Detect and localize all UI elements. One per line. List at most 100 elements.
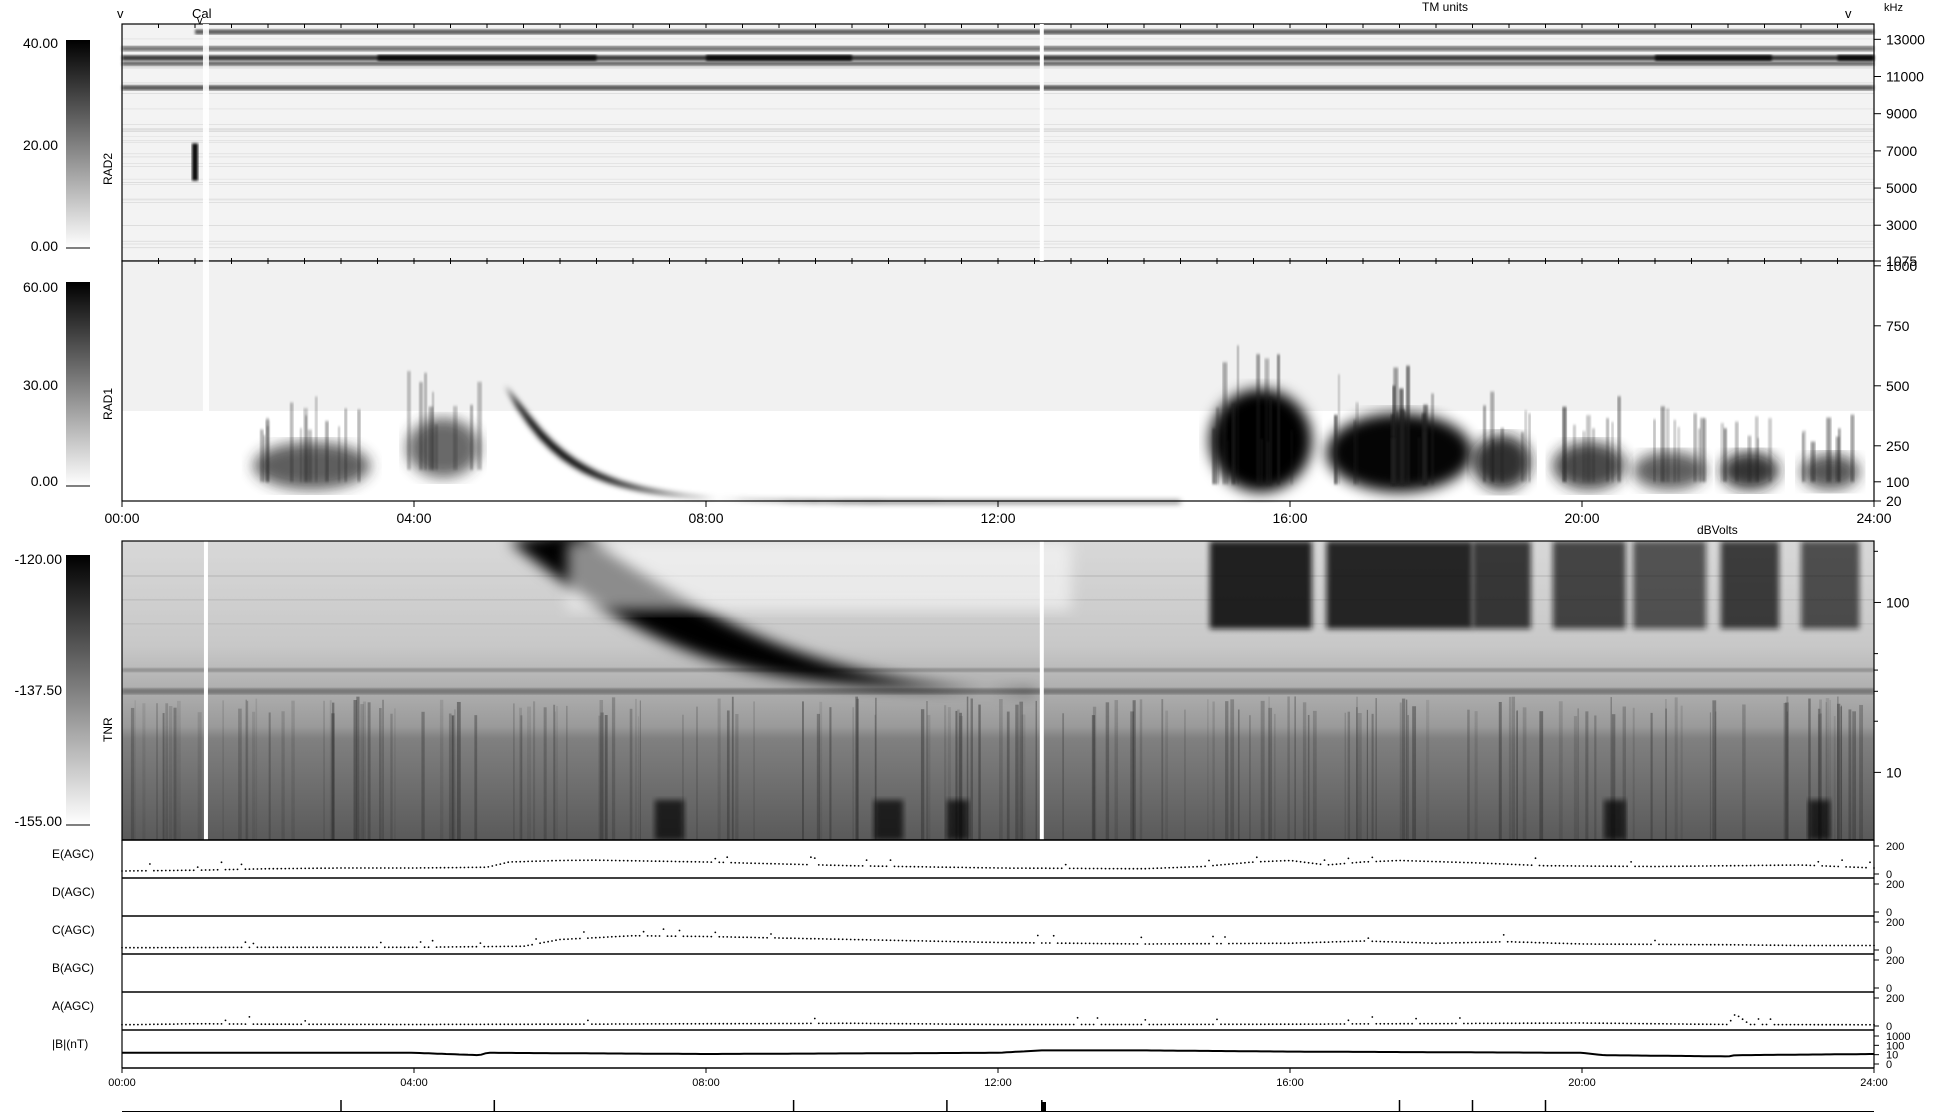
tnr-striation bbox=[970, 698, 973, 840]
tnr-striation bbox=[1622, 706, 1626, 840]
agc-point bbox=[348, 1023, 350, 1026]
rad1-storm-striation bbox=[1768, 418, 1772, 482]
agc-point bbox=[368, 946, 370, 949]
agc-point bbox=[762, 862, 764, 865]
agc-point bbox=[1148, 1023, 1151, 1026]
agc-point bbox=[431, 1023, 434, 1026]
tnr-striation bbox=[874, 714, 876, 840]
agc-point bbox=[1351, 1023, 1354, 1025]
agc-point bbox=[1331, 1023, 1334, 1025]
agc-point bbox=[1355, 940, 1358, 943]
rad1-storm-striation bbox=[1756, 437, 1760, 482]
agc-point bbox=[1188, 866, 1190, 868]
agc-point bbox=[149, 946, 151, 949]
rad1-storm-striation bbox=[1677, 427, 1680, 482]
agc-point bbox=[937, 1023, 940, 1025]
agc-point bbox=[1630, 861, 1632, 863]
agc-point bbox=[965, 866, 967, 869]
agc-point bbox=[1749, 1023, 1752, 1026]
agc-point bbox=[1733, 943, 1736, 946]
agc-point bbox=[1686, 943, 1688, 946]
rad1-storm-striation bbox=[1673, 420, 1677, 482]
agc-point bbox=[208, 869, 211, 871]
agc-point bbox=[722, 861, 725, 864]
agc-point bbox=[1781, 1023, 1784, 1026]
agc-point bbox=[527, 944, 529, 947]
agc-point bbox=[774, 1022, 776, 1025]
agc-point bbox=[272, 867, 275, 870]
agc-point bbox=[602, 936, 605, 939]
agc-point bbox=[738, 862, 741, 864]
agc-point bbox=[1263, 1023, 1266, 1026]
agc-point bbox=[1367, 937, 1370, 939]
agc-point bbox=[1088, 942, 1091, 945]
agc-point bbox=[981, 941, 983, 944]
agc-point bbox=[204, 1022, 207, 1025]
agc-point bbox=[463, 945, 466, 948]
agc-strip-tick-label: 100 bbox=[1886, 1040, 1904, 1052]
agc-point bbox=[1060, 942, 1063, 945]
agc-point bbox=[817, 1022, 820, 1025]
agc-point bbox=[1351, 862, 1354, 864]
agc-point bbox=[344, 946, 346, 949]
agc-point bbox=[1072, 942, 1075, 945]
agc-point bbox=[1610, 943, 1613, 945]
agc-point bbox=[1124, 942, 1127, 945]
agc-point bbox=[1359, 1023, 1362, 1025]
rad1-storm-striation bbox=[1826, 417, 1832, 482]
agc-point bbox=[758, 936, 760, 939]
agc-point bbox=[1431, 942, 1433, 944]
agc-point bbox=[1017, 941, 1019, 944]
rad2-freq-tick-label: 3000 bbox=[1886, 217, 1917, 233]
agc-strip-tick-label: 10 bbox=[1886, 1050, 1898, 1062]
agc-point bbox=[1379, 860, 1382, 863]
agc-point bbox=[256, 1023, 259, 1025]
agc-point bbox=[989, 941, 991, 944]
agc-point bbox=[324, 867, 326, 870]
agc-point bbox=[706, 1022, 709, 1025]
agc-point bbox=[877, 939, 880, 941]
agc-point bbox=[1765, 864, 1768, 867]
rad1-colorbar-tick-min: 0.00 bbox=[31, 473, 58, 489]
agc-point bbox=[841, 938, 844, 941]
tnr-striation bbox=[1742, 704, 1746, 840]
agc-point bbox=[1542, 941, 1545, 944]
agc-point bbox=[1291, 859, 1294, 862]
tnr-striation bbox=[1829, 699, 1831, 840]
agc-point bbox=[1116, 942, 1119, 945]
agc-point bbox=[1745, 864, 1748, 867]
agc-point bbox=[1654, 939, 1656, 942]
agc-point bbox=[539, 1023, 541, 1026]
agc-point bbox=[1224, 1023, 1226, 1026]
data-gap-lines bbox=[202, 24, 1044, 431]
agc-point bbox=[1021, 867, 1023, 869]
tnr-striation bbox=[855, 696, 859, 840]
agc-point bbox=[244, 1023, 247, 1025]
agc-point bbox=[1307, 941, 1310, 944]
agc-point bbox=[1833, 944, 1836, 947]
agc-point bbox=[411, 946, 414, 949]
agc-point bbox=[1797, 1023, 1800, 1026]
agc-point bbox=[1076, 867, 1079, 870]
agc-strip-tick-label: 0 bbox=[1886, 1059, 1892, 1071]
agc-point bbox=[706, 861, 709, 863]
tnr-striation bbox=[451, 715, 454, 840]
agc-point bbox=[1785, 944, 1788, 947]
agc-point bbox=[1801, 864, 1804, 866]
agc-point bbox=[1618, 943, 1621, 946]
tnr-striation bbox=[1399, 702, 1402, 840]
agc-point bbox=[479, 1023, 482, 1026]
agc-point bbox=[1821, 865, 1824, 867]
agc-point bbox=[156, 946, 159, 949]
agc-point bbox=[1570, 1022, 1573, 1024]
agc-point bbox=[1112, 867, 1115, 870]
agc-point bbox=[1678, 865, 1680, 868]
agc-point bbox=[953, 940, 956, 943]
agc-point bbox=[1220, 1023, 1222, 1026]
agc-point bbox=[1383, 940, 1386, 943]
agc-point bbox=[594, 1023, 597, 1025]
agc-point bbox=[865, 938, 868, 941]
agc-strip-label: C(AGC) bbox=[52, 923, 95, 937]
agc-point bbox=[1427, 942, 1429, 944]
